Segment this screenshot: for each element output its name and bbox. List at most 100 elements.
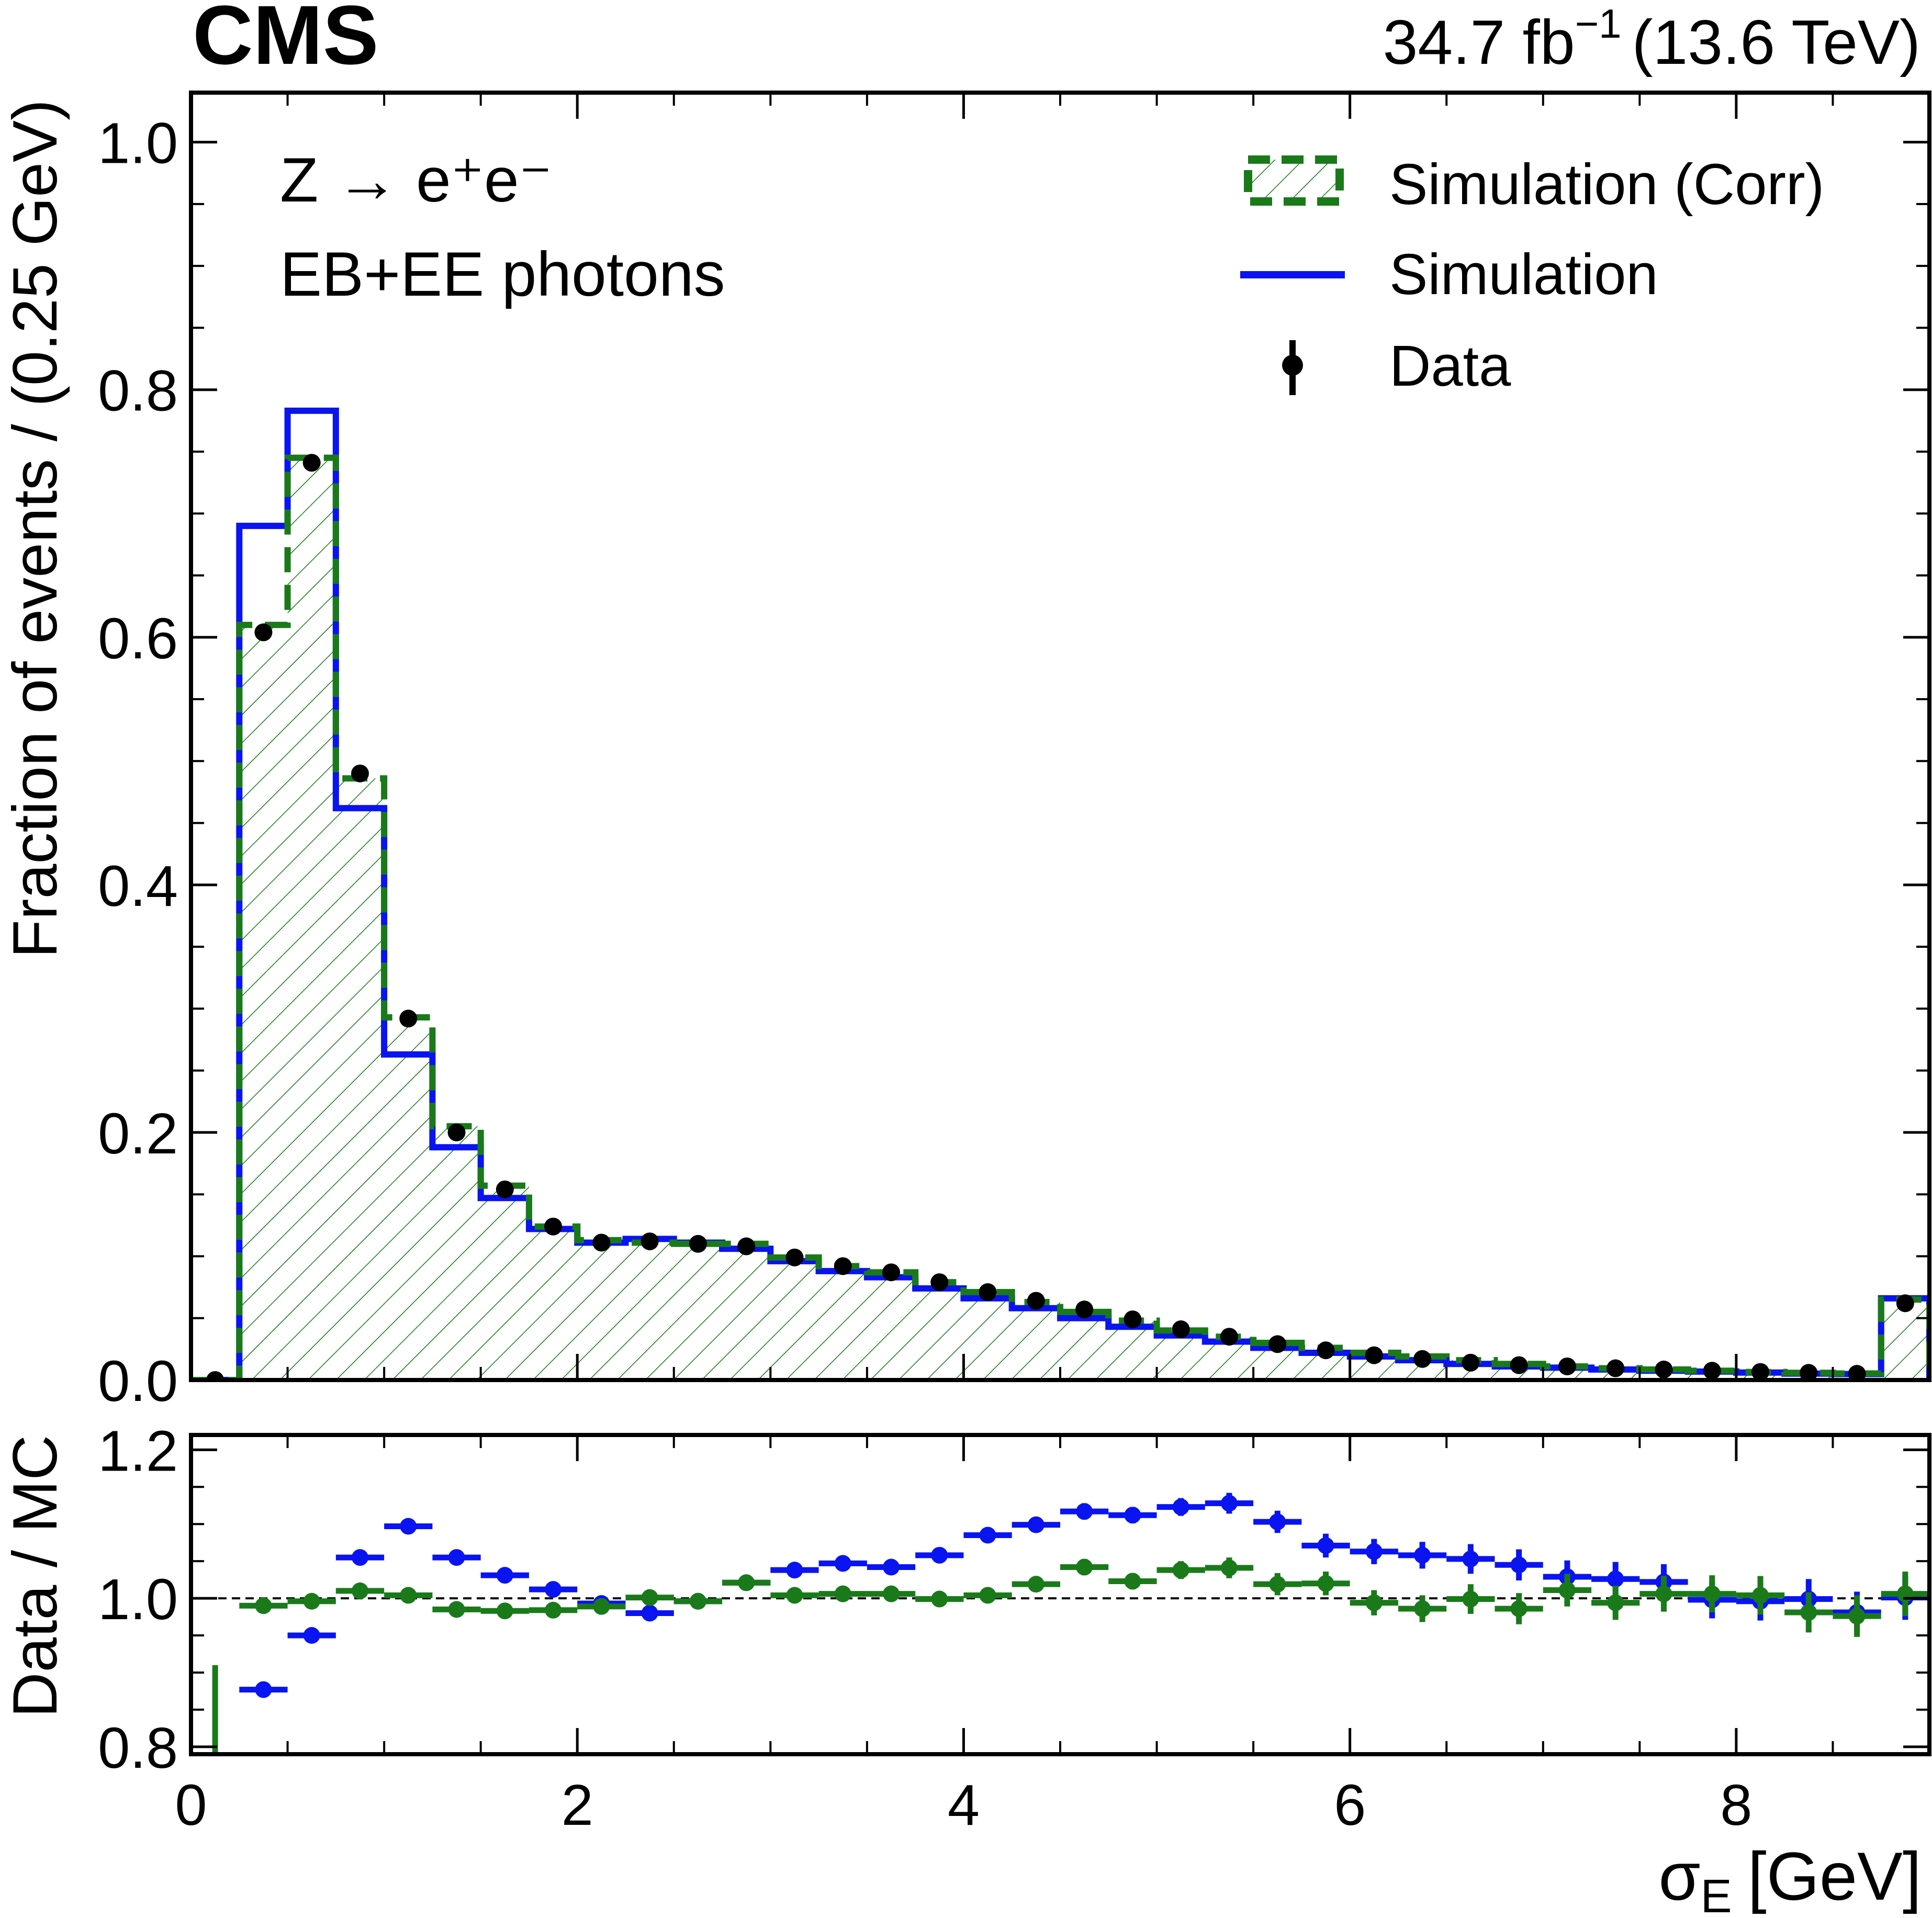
ratio-y-tick-label: 1.2 [98, 1419, 178, 1483]
ratio-simulation-corr-points [207, 1557, 1929, 1800]
simulation-corr-fill [191, 457, 1929, 1380]
data-point [496, 1180, 514, 1198]
ratio-sim-point-marker [1220, 1495, 1238, 1512]
experiment-label: CMS [193, 0, 379, 82]
ratio-sim-point-marker [1027, 1516, 1044, 1533]
ratio-sim-point-marker [1607, 1571, 1624, 1588]
selection-label: EB+EE photons [280, 239, 725, 309]
ratio-corr-point-marker [1269, 1576, 1286, 1593]
main-y-axis-label: Fraction of events / (0.25 GeV) [0, 99, 70, 958]
ratio-corr-point-marker [1220, 1559, 1238, 1576]
legend-data-marker [1282, 355, 1303, 376]
data-point [1848, 1365, 1866, 1380]
ratio-corr-point-marker [1607, 1594, 1624, 1611]
ratio-sim-point-marker [545, 1581, 562, 1598]
legend-corr-swatch [1244, 155, 1344, 206]
ratio-sim-point-marker [400, 1518, 417, 1535]
ratio-sim-point-marker [1462, 1550, 1479, 1567]
data-point [1462, 1353, 1480, 1372]
data-point [1800, 1364, 1818, 1380]
ratio-corr-point-marker [255, 1597, 272, 1614]
main-y-tick-label: 0.0 [98, 1349, 178, 1414]
ratio-y-tick-label: 1.0 [98, 1567, 178, 1632]
ratio-sim-point-marker [1317, 1537, 1334, 1554]
ratio-corr-point-marker [1462, 1590, 1479, 1608]
data-point [1413, 1350, 1432, 1368]
legend: Simulation (Corr) Simulation Data [1240, 152, 1824, 398]
ratio-y-tick-label: 0.8 [98, 1716, 178, 1780]
ratio-corr-point-marker [834, 1585, 851, 1602]
simulation-corr-step-line [191, 454, 1929, 1380]
data-point [1703, 1362, 1721, 1380]
ratio-corr-point-marker [1172, 1562, 1189, 1579]
data-point [1268, 1335, 1287, 1353]
data-point [351, 764, 369, 782]
ratio-panel-axes: 0.8 1.0 1.2 0 2 4 6 8 [98, 1419, 1931, 1837]
data-point [737, 1237, 756, 1255]
x-tick-label: 6 [1334, 1773, 1366, 1837]
ratio-sim-point-marker [1076, 1503, 1093, 1520]
main-y-tick-label: 0.4 [98, 854, 178, 918]
ratio-sim-point-marker [448, 1549, 465, 1566]
data-point [447, 1123, 466, 1141]
main-y-tick-label: 1.0 [98, 111, 178, 176]
x-tick-label: 8 [1720, 1773, 1752, 1837]
ratio-corr-point-marker [1414, 1600, 1431, 1617]
ratio-corr-point-marker [351, 1582, 368, 1599]
data-point [1558, 1357, 1576, 1375]
ratio-sim-point-marker [1172, 1498, 1189, 1516]
simulation-corr-hatched-fill [191, 457, 1929, 1380]
data-point [302, 454, 321, 472]
ratio-sim-point-marker [931, 1546, 948, 1564]
ratio-sim-point-marker [834, 1555, 851, 1572]
luminosity-label: 34.7 fb−1 (13.6 TeV) [1383, 1, 1920, 77]
ratio-y-axis-label: Data / MC [0, 1435, 70, 1718]
ratio-corr-point-marker [641, 1589, 658, 1606]
data-point [1751, 1363, 1770, 1380]
ratio-corr-point-marker [1558, 1581, 1576, 1599]
ratio-sim-point-marker [303, 1627, 320, 1644]
x-tick-label: 2 [561, 1773, 593, 1837]
data-point [834, 1257, 852, 1275]
main-panel-axes: 0.0 0.2 0.4 0.6 0.8 1.0 [98, 91, 1931, 1414]
ratio-sim-point-marker [351, 1549, 368, 1566]
ratio-corr-point-marker [303, 1592, 320, 1610]
ratio-corr-point-marker [1655, 1585, 1672, 1602]
data-point [1607, 1359, 1625, 1377]
data-point [1124, 1310, 1142, 1329]
x-axis-label: σE [GeV] [1658, 1838, 1922, 1918]
data-point [930, 1273, 949, 1292]
ratio-corr-point-marker [1124, 1573, 1141, 1590]
data-point [882, 1263, 901, 1282]
simulation-corr-histogram [191, 454, 1929, 1380]
main-y-tick-label: 0.2 [98, 1102, 178, 1166]
data-point [1655, 1360, 1673, 1378]
ratio-sim-point-marker [1124, 1507, 1141, 1524]
ratio-corr-point-marker [1800, 1604, 1817, 1621]
ratio-corr-point-marker [207, 1783, 223, 1800]
ratio-corr-point-marker [1365, 1594, 1383, 1611]
data-point [979, 1283, 997, 1302]
ratio-corr-point-marker [400, 1587, 417, 1604]
ratio-sim-point-marker [255, 1681, 272, 1698]
data-point [1317, 1341, 1335, 1360]
ratio-corr-point-marker [1510, 1600, 1527, 1617]
data-point [1027, 1292, 1045, 1310]
ratio-corr-point-marker [786, 1587, 803, 1604]
legend-corr-label: Simulation (Corr) [1389, 152, 1824, 217]
main-y-tick-label: 0.8 [98, 359, 178, 423]
ratio-corr-point-marker [545, 1601, 562, 1619]
ratio-sim-point-marker [1365, 1543, 1383, 1560]
legend-data-label: Data [1389, 334, 1511, 398]
data-point [206, 1371, 224, 1380]
ratio-corr-point-marker [1076, 1558, 1093, 1576]
x-tick-label: 0 [175, 1773, 207, 1837]
ratio-corr-point-marker [448, 1601, 465, 1618]
ratio-sim-point-marker [641, 1605, 658, 1622]
data-point [641, 1232, 659, 1251]
ratio-corr-point-marker [496, 1602, 513, 1620]
ratio-corr-point-marker [979, 1587, 996, 1604]
data-point [544, 1217, 563, 1236]
ratio-sim-point-marker [786, 1562, 803, 1579]
